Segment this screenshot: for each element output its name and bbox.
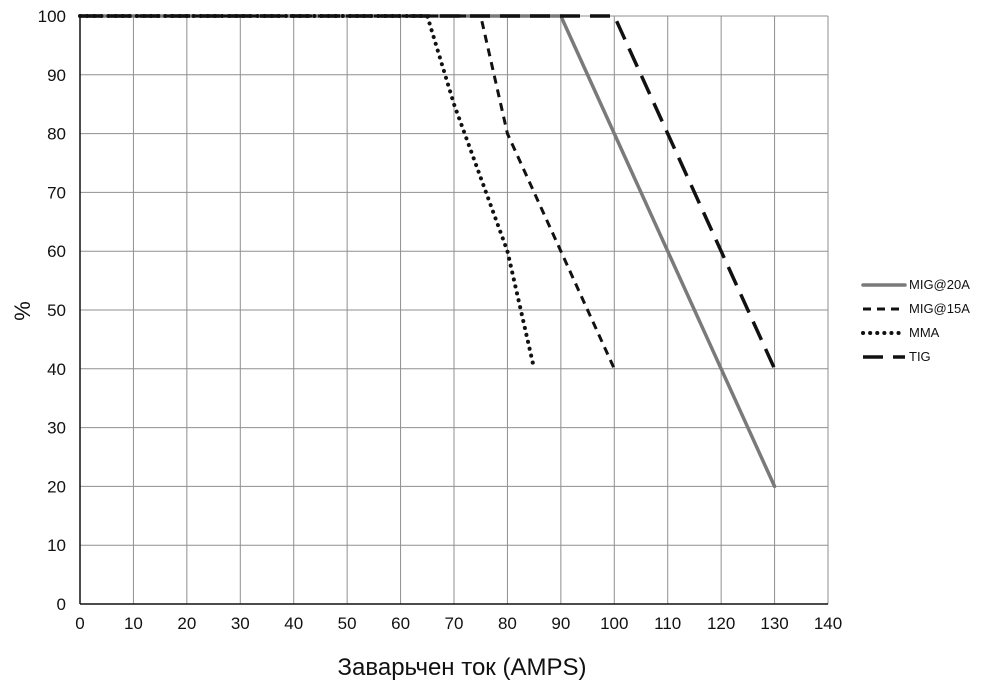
x-tick-label: 50 (338, 614, 357, 633)
x-tick-label: 30 (231, 614, 250, 633)
x-tick-label: 100 (600, 614, 628, 633)
x-tick-label: 20 (177, 614, 196, 633)
x-tick-label: 70 (445, 614, 464, 633)
x-tick-label: 120 (707, 614, 735, 633)
axes-layer (79, 16, 828, 605)
y-tick-label: 0 (57, 595, 66, 614)
grid-layer (79, 15, 829, 605)
y-tick-label: 30 (47, 419, 66, 438)
x-tick-label: 40 (284, 614, 303, 633)
series-line-mma (78, 14, 537, 371)
x-tick-label: 80 (498, 614, 517, 633)
legend-label: MMA (909, 325, 940, 340)
y-tick-label: 60 (47, 242, 66, 261)
y-tick-label: 10 (47, 536, 66, 555)
x-tick-label: 0 (75, 614, 84, 633)
x-axis-title: Заварьчен ток (AMPS) (338, 654, 587, 681)
y-tick-label: 50 (47, 301, 66, 320)
legend-label: MIG@15A (909, 301, 970, 316)
x-tick-label: 90 (551, 614, 570, 633)
legend-label: MIG@20A (909, 277, 970, 292)
y-tick-label: 100 (38, 7, 66, 26)
series-layer (78, 14, 777, 489)
y-axis-title: % (10, 301, 35, 321)
y-tick-label: 40 (47, 360, 66, 379)
y-tick-label: 90 (47, 66, 66, 85)
legend-label: TIG (909, 349, 931, 364)
x-tick-label: 60 (391, 614, 410, 633)
y-tick-label: 80 (47, 125, 66, 144)
series-line-tig (80, 14, 777, 370)
legend: MIG@20A MIG@15A MMA TIG (861, 277, 970, 364)
series-line-mig-15a (80, 14, 616, 370)
tick-labels: 0 10 20 30 40 50 60 70 80 90 100 110 120 130 140 0 10 20 3… (38, 7, 843, 633)
x-tick-label: 130 (760, 614, 788, 633)
y-tick-label: 20 (47, 477, 66, 496)
y-tick-label: 70 (47, 183, 66, 202)
x-tick-label: 10 (124, 614, 143, 633)
x-tick-label: 110 (654, 614, 681, 633)
x-tick-label: 140 (814, 614, 842, 633)
